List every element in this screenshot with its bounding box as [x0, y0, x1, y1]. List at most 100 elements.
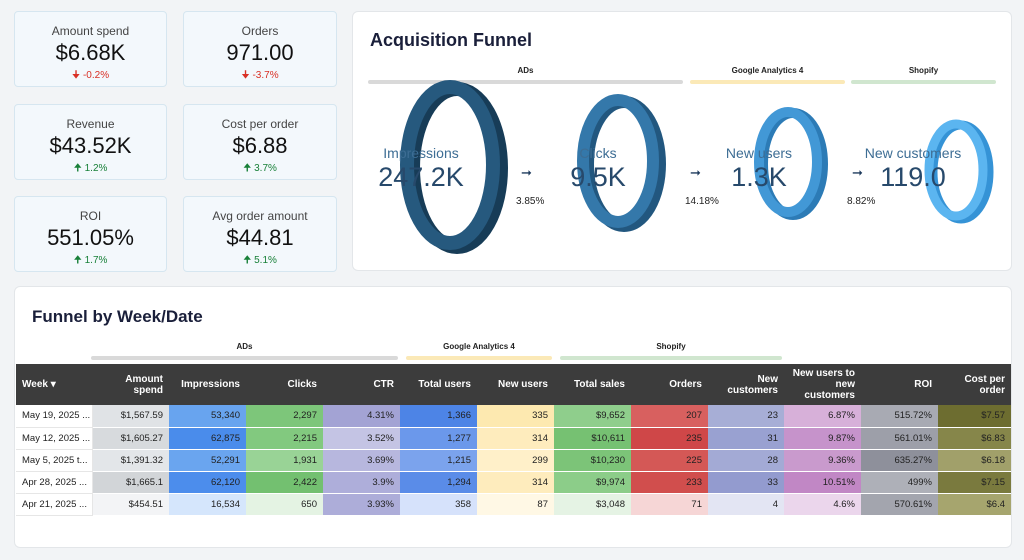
table-cell: $7.57 [938, 405, 1011, 428]
table-cell: 87 [477, 493, 554, 516]
kpi-value: $43.52K [49, 133, 132, 158]
table-cell: 1,366 [400, 405, 477, 428]
kpi-delta: 🠉 3.7% [243, 163, 277, 174]
table-group-ga4: Google Analytics 4 [443, 342, 515, 351]
table-cell: 6.87% [784, 405, 861, 428]
table-row: Apr 21, 2025 ... $454.51 16,534 650 3.93% 358… [16, 493, 1011, 516]
funnel-group-ga4-bar [690, 80, 845, 84]
table-cell: 499% [861, 471, 938, 494]
table-cell: $7.15 [938, 471, 1011, 494]
funnel-title: Acquisition Funnel [370, 30, 532, 50]
kpi-delta: 🠋 -0.2% [71, 70, 110, 81]
table-cell: $9,974 [554, 471, 631, 494]
kpi-card-revenue: Revenue $43.52K 🠉 1.2% [14, 104, 167, 180]
table-cell: $6.18 [938, 449, 1011, 472]
table-cell: 225 [631, 449, 708, 472]
table-cell: 23 [708, 405, 784, 428]
table-cell: $1,665.1 [92, 471, 169, 494]
table-cell: $454.51 [92, 493, 169, 516]
table-cell: 235 [631, 427, 708, 450]
arrow-up-icon: 🠉 [73, 255, 82, 266]
kpi-delta: 🠉 1.7% [73, 255, 108, 266]
table-cell: 28 [708, 449, 784, 472]
column-header-week[interactable]: Week ▾ [16, 364, 92, 405]
kpi-card-orders: Orders 971.00 🠋 -3.7% [183, 11, 337, 87]
table-cell: $3,048 [554, 493, 631, 516]
kpi-label: ROI [79, 209, 102, 223]
column-header-roi[interactable]: ROI [861, 364, 938, 405]
funnel-stage-value: 247.2K [378, 162, 464, 192]
funnel-stage-value: 1.3K [731, 162, 787, 192]
table-cell: 3.69% [323, 449, 400, 472]
table-cell: 33 [708, 471, 784, 494]
table-cell: 3.93% [323, 493, 400, 516]
table-cell: 3.9% [323, 471, 400, 494]
kpi-card-cost-per-order: Cost per order $6.88 🠉 3.7% [183, 104, 337, 180]
arrow-down-icon: 🠋 [241, 70, 250, 81]
table-cell: 71 [631, 493, 708, 516]
table-cell: 233 [631, 471, 708, 494]
column-header-total-users[interactable]: Total users [400, 364, 477, 405]
column-header-cost-per-order[interactable]: Cost per order [938, 364, 1011, 405]
funnel-stage-label: New customers [864, 145, 962, 161]
kpi-value: 971.00 [226, 40, 294, 65]
table-cell: 4 [708, 493, 784, 516]
table-cell: $9,652 [554, 405, 631, 428]
funnel-conversion-rate: 8.82% [847, 196, 876, 207]
funnel-stage-value: 9.5K [570, 162, 626, 192]
kpi-value: $6.68K [55, 40, 126, 65]
funnel-group-shopify: Shopify [908, 66, 939, 75]
column-header-new-customers[interactable]: New customers [708, 364, 784, 405]
table-cell: $10,230 [554, 449, 631, 472]
funnel-stage-label: Impressions [383, 145, 459, 161]
table-cell: 314 [477, 427, 554, 450]
kpi-card-amount-spend: Amount spend $6.68K 🠋 -0.2% [14, 11, 167, 87]
table-cell: 570.61% [861, 493, 938, 516]
table-title: Funnel by Week/Date [32, 307, 203, 326]
week-cell: May 12, 2025 ... [16, 427, 93, 450]
table-cell: 62,875 [169, 427, 246, 450]
table-cell: 299 [477, 449, 554, 472]
table-cell: 335 [477, 405, 554, 428]
arrow-up-icon: 🠉 [243, 255, 252, 266]
table-cell: 650 [246, 493, 323, 516]
table-cell: 515.72% [861, 405, 938, 428]
arrow-right-icon: ➞ [521, 165, 532, 180]
table-cell: 2,297 [246, 405, 323, 428]
funnel-stage-label: New users [725, 145, 793, 161]
column-header-orders[interactable]: Orders [631, 364, 708, 405]
column-header-total-sales[interactable]: Total sales [554, 364, 631, 405]
column-header-new-users-to-new-customers[interactable]: New users to new customers [784, 364, 861, 405]
kpi-label: Amount spend [51, 24, 130, 38]
table-cell: 9.87% [784, 427, 861, 450]
arrow-up-icon: 🠉 [73, 163, 82, 174]
funnel-conversion-rate: 3.85% [516, 196, 545, 207]
table-cell: $6.83 [938, 427, 1011, 450]
column-header-amount-spend[interactable]: Amount spend [92, 364, 169, 405]
table-group-ads: ADs [236, 342, 253, 351]
table-cell: $1,567.59 [92, 405, 169, 428]
arrow-right-icon: ➞ [852, 165, 863, 180]
funnel-group-ads-bar [368, 80, 683, 84]
column-header-ctr[interactable]: CTR [323, 364, 400, 405]
week-cell: May 19, 2025 ... [16, 405, 93, 428]
table-row: May 5, 2025 t... $1,391.32 52,291 1,931 3.69… [16, 449, 1011, 472]
kpi-label: Avg order amount [212, 209, 308, 223]
week-cell: Apr 28, 2025 ... [16, 471, 93, 494]
funnel-stage-value: 119.0 [880, 162, 946, 192]
table-cell: 1,215 [400, 449, 477, 472]
table-group-shopify: Shopify [656, 342, 686, 351]
funnel-group-ga4: Google Analytics 4 [731, 66, 804, 75]
kpi-delta: 🠉 5.1% [243, 255, 277, 266]
table-row: May 12, 2025 ... $1,605.27 62,875 2,215 3.52… [16, 427, 1011, 450]
column-header-clicks[interactable]: Clicks [246, 364, 323, 405]
column-header-new-users[interactable]: New users [477, 364, 554, 405]
kpi-value: $6.88 [232, 133, 288, 158]
column-header-impressions[interactable]: Impressions [169, 364, 246, 405]
table-cell: 3.52% [323, 427, 400, 450]
kpi-delta: 🠉 1.2% [73, 163, 108, 174]
week-cell: May 5, 2025 t... [16, 449, 93, 472]
funnel-week-table: Week ▾ Amount spend Impressions Clicks C… [16, 364, 1011, 516]
table-cell: 1,277 [400, 427, 477, 450]
kpi-label: Revenue [66, 117, 115, 131]
